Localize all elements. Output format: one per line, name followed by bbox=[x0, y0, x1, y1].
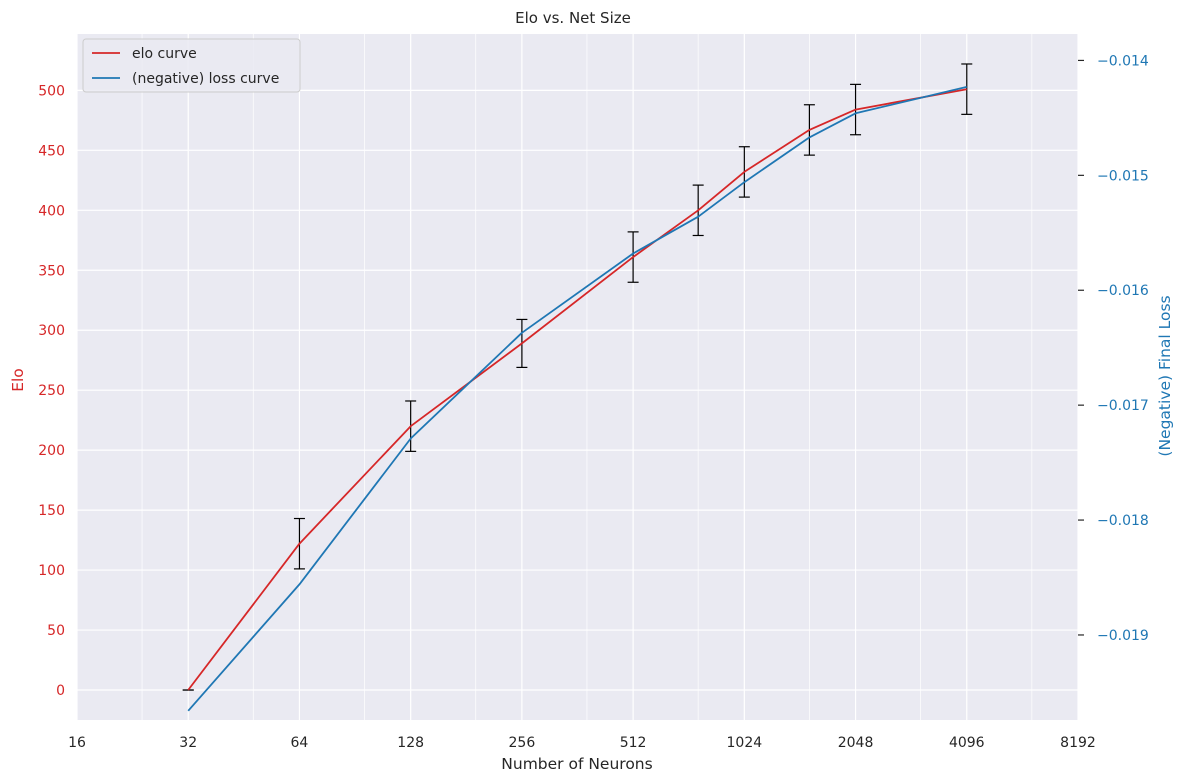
left-tick-label: 500 bbox=[38, 83, 65, 99]
x-tick-label: 1024 bbox=[727, 735, 763, 751]
x-tick-label: 32 bbox=[179, 735, 197, 751]
legend: elo curve (negative) loss curve bbox=[82, 38, 301, 93]
x-tick-label: 128 bbox=[397, 735, 424, 751]
right-tick-label: −0.019 bbox=[1097, 628, 1149, 644]
x-axis-ticks: 16 32 64 128 256 512 1024 2048 4096 8192 bbox=[68, 735, 1096, 751]
legend-box bbox=[82, 38, 301, 93]
right-tick-label: −0.018 bbox=[1097, 513, 1149, 529]
left-tick-label: 150 bbox=[38, 503, 65, 519]
right-axis-ticks: −0.019 −0.018 −0.017 −0.016 −0.015 −0.014 bbox=[1078, 53, 1149, 644]
left-tick-label: 0 bbox=[56, 683, 65, 699]
left-tick-label: 250 bbox=[38, 383, 65, 399]
right-tick-label: −0.017 bbox=[1097, 398, 1149, 414]
loss-curve bbox=[187, 86, 968, 712]
x-tick-label: 512 bbox=[620, 735, 647, 751]
left-tick-label: 200 bbox=[38, 443, 65, 459]
elo-curve bbox=[187, 88, 967, 691]
x-tick-label: 16 bbox=[68, 735, 86, 751]
right-axis-label: (Negative) Final Loss bbox=[1156, 295, 1174, 456]
left-tick-label: 100 bbox=[38, 563, 65, 579]
grid bbox=[76, 34, 1079, 720]
x-tick-label: 256 bbox=[509, 735, 536, 751]
legend-label-loss: (negative) loss curve bbox=[132, 71, 279, 87]
left-tick-label: 50 bbox=[47, 623, 65, 639]
x-tick-label: 4096 bbox=[949, 735, 985, 751]
left-axis-ticks: 0 50 100 150 200 250 300 350 400 450 500 bbox=[38, 83, 65, 699]
x-tick-label: 8192 bbox=[1060, 735, 1096, 751]
right-tick-label: −0.015 bbox=[1097, 168, 1149, 184]
right-tick-label: −0.014 bbox=[1097, 53, 1149, 69]
left-tick-label: 450 bbox=[38, 143, 65, 159]
chart-title: Elo vs. Net Size bbox=[515, 9, 631, 27]
series-lines bbox=[187, 86, 968, 712]
left-tick-label: 400 bbox=[38, 203, 65, 219]
left-tick-label: 350 bbox=[38, 263, 65, 279]
plot-area bbox=[77, 34, 1078, 720]
left-axis-label: Elo bbox=[9, 368, 27, 392]
legend-label-elo: elo curve bbox=[132, 46, 197, 62]
right-tick-label: −0.016 bbox=[1097, 283, 1149, 299]
x-axis-label: Number of Neurons bbox=[501, 755, 652, 773]
x-tick-label: 64 bbox=[291, 735, 309, 751]
x-tick-label: 2048 bbox=[838, 735, 874, 751]
left-tick-label: 300 bbox=[38, 323, 65, 339]
